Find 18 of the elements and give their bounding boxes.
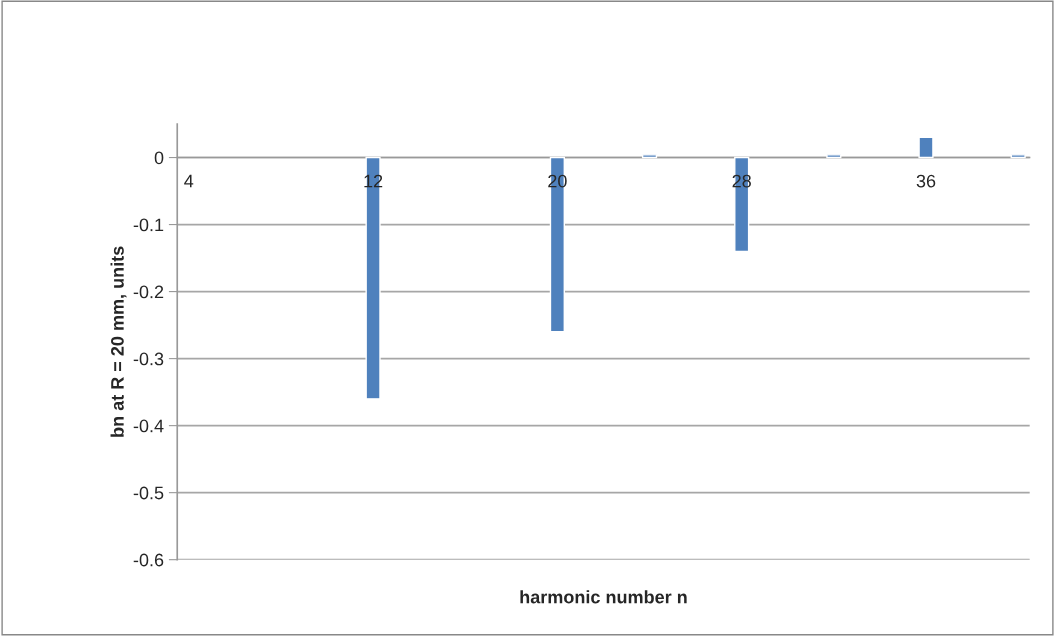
x-tick-label: 36: [916, 174, 936, 188]
bar: [365, 156, 381, 400]
bar: [918, 136, 934, 159]
y-tick-label: -0.3: [133, 352, 164, 366]
bar: [1010, 154, 1026, 159]
y-tick-label: -0.4: [133, 419, 164, 433]
y-tick-label: -0.1: [133, 218, 164, 232]
y-tick-label: 0: [154, 151, 164, 165]
x-tick-label: 4: [184, 174, 194, 188]
x-axis-title: harmonic number n: [520, 590, 687, 604]
bar: [641, 154, 658, 159]
bar: [549, 156, 565, 333]
y-axis-title: bn at R = 20 mm, units: [110, 246, 127, 437]
y-tick-label: -0.5: [133, 486, 164, 500]
y-tick-label: -0.6: [133, 553, 164, 567]
bar: [826, 154, 842, 159]
y-tick-label: -0.2: [133, 285, 164, 299]
bar: [734, 156, 750, 253]
